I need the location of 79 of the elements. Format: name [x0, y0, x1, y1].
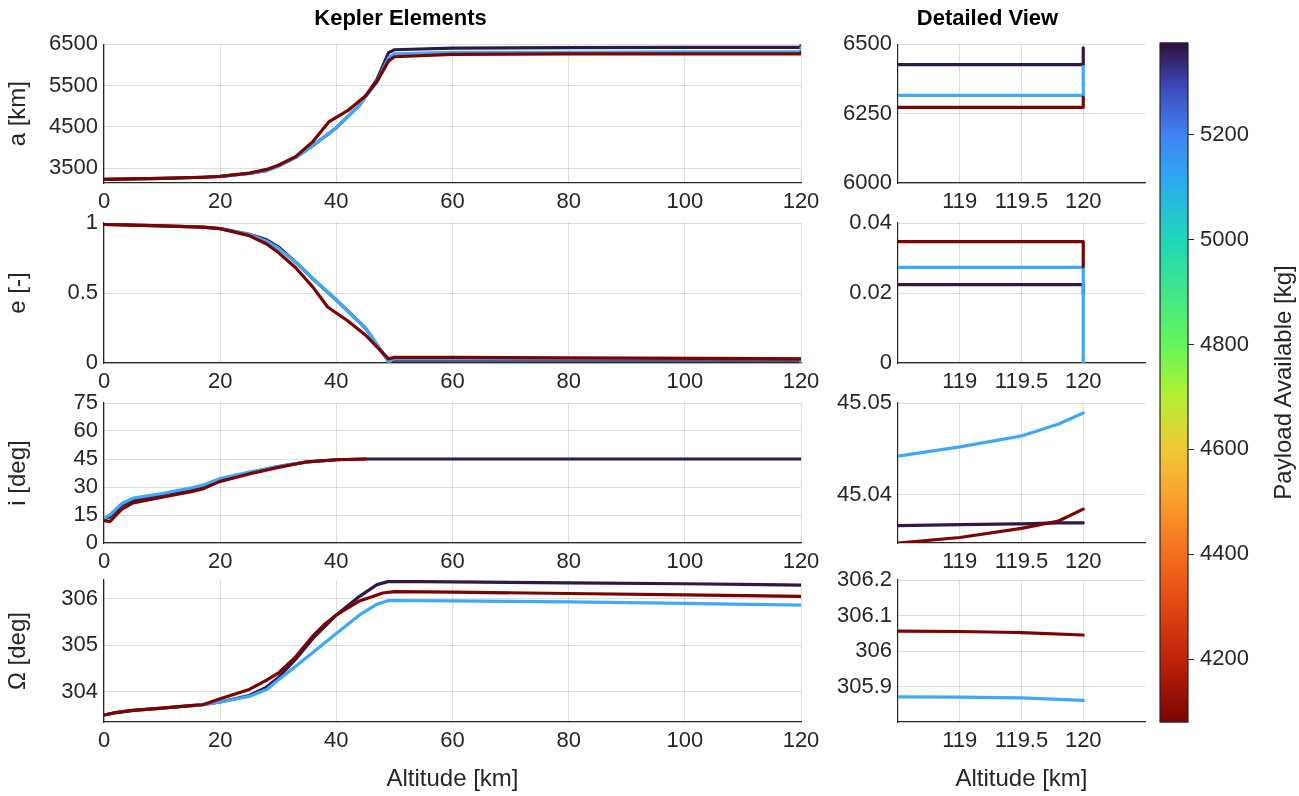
y-tick-label: 75: [73, 389, 98, 415]
y-axis-title: a [km]: [3, 81, 31, 147]
y-axis-title: e [-]: [3, 272, 31, 314]
y-tick-label: 1: [85, 209, 98, 235]
x-tick-label: 40: [324, 548, 349, 574]
x-tick-label: 40: [324, 368, 349, 394]
x-tick-label: 120: [1064, 727, 1102, 753]
y-tick-label: 60: [73, 417, 98, 443]
y-tick-label: 30: [73, 473, 98, 499]
x-tick-label: 20: [207, 727, 233, 753]
y-tick-label: 6500: [843, 30, 892, 56]
y-tick-label: 305: [61, 631, 98, 657]
y-tick-label: 3500: [49, 154, 98, 180]
x-tick-label: 120: [782, 548, 820, 574]
y-tick-label: 5500: [49, 71, 98, 97]
y-tick-label: 4500: [49, 112, 98, 138]
y-tick-label: 0.02: [849, 279, 892, 305]
y-tick-label: 0: [85, 349, 98, 375]
y-tick-label: 306.1: [836, 601, 892, 627]
chart-title: Detailed View: [916, 5, 1060, 31]
x-tick-label: 20: [207, 188, 233, 214]
x-tick-label: 120: [782, 368, 820, 394]
x-tick-label: 120: [1064, 548, 1102, 574]
y-tick-label: 0.04: [849, 209, 892, 235]
x-tick-label: 60: [440, 188, 465, 214]
x-tick-label: 119.5: [994, 727, 1049, 753]
x-tick-label: 119.5: [994, 548, 1049, 574]
x-tick-label: 60: [440, 548, 465, 574]
x-tick-label: 119: [942, 188, 978, 214]
color-bar-label: 4600: [1200, 435, 1249, 461]
x-tick-label: 80: [556, 727, 581, 753]
y-tick-label: 6250: [843, 99, 892, 125]
y-tick-label: 304: [61, 677, 98, 703]
y-tick-label: 0.5: [67, 279, 98, 305]
x-tick-label: 119.5: [994, 368, 1049, 394]
x-tick-label: 119: [942, 548, 978, 574]
y-tick-label: 6000: [843, 169, 892, 195]
x-tick-label: 120: [1064, 368, 1102, 394]
x-tick-label: 20: [207, 548, 233, 574]
y-tick-label: 0: [85, 529, 98, 555]
x-tick-label: 119: [942, 368, 978, 394]
x-tick-label: 40: [324, 727, 349, 753]
x-tick-label: 80: [556, 188, 581, 214]
color-bar-title: Payload Available [kg]: [1268, 265, 1296, 500]
color-bar-label: 4400: [1200, 540, 1249, 566]
x-tick-label: 119.5: [994, 188, 1049, 214]
y-tick-label: 306: [855, 637, 892, 663]
y-tick-label: 305.9: [836, 672, 892, 698]
x-tick-label: 40: [324, 188, 349, 214]
x-tick-label: 100: [666, 727, 704, 753]
y-axis-title: i [deg]: [3, 440, 31, 506]
chart-title: Kepler Elements: [314, 5, 487, 31]
x-tick-label: 60: [440, 368, 465, 394]
y-tick-label: 6500: [49, 30, 98, 56]
y-axis-title: Ω [deg]: [3, 612, 31, 690]
y-tick-label: 45.04: [836, 480, 892, 506]
x-tick-label: 119: [942, 727, 978, 753]
x-tick-label: 120: [782, 727, 820, 753]
x-tick-label: 80: [556, 548, 581, 574]
y-tick-label: 45.05: [836, 389, 892, 415]
x-tick-label: 100: [666, 188, 704, 214]
y-tick-label: 306: [61, 584, 98, 610]
x-axis-title: Altitude [km]: [386, 764, 519, 792]
y-tick-label: 0: [879, 349, 892, 375]
color-bar-label: 4200: [1200, 645, 1249, 671]
y-tick-label: 306.2: [836, 566, 892, 592]
x-tick-label: 20: [207, 368, 233, 394]
color-bar-label: 5200: [1200, 120, 1249, 146]
x-tick-label: 100: [666, 548, 704, 574]
y-tick-label: 15: [73, 501, 98, 527]
x-tick-label: 80: [556, 368, 581, 394]
color-bar-label: 4800: [1200, 330, 1249, 356]
x-axis-title: Altitude [km]: [955, 764, 1088, 792]
y-tick-label: 45: [73, 445, 98, 471]
x-tick-label: 120: [1064, 188, 1102, 214]
x-tick-label: 100: [666, 368, 704, 394]
x-tick-label: 60: [440, 727, 465, 753]
x-tick-label: 120: [782, 188, 820, 214]
color-bar-label: 5000: [1200, 225, 1249, 251]
